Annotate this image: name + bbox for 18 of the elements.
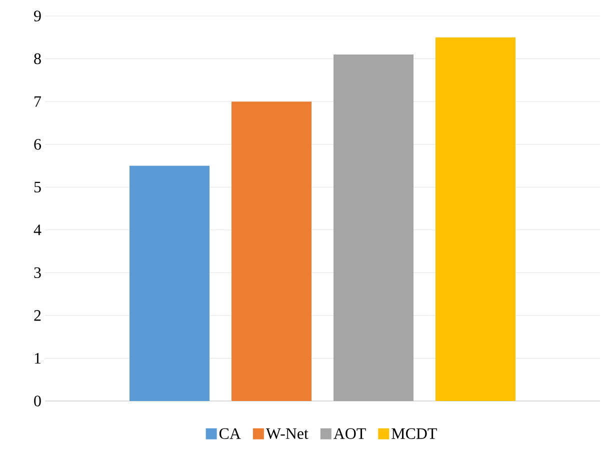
- legend-label: W-Net: [266, 428, 308, 440]
- y-tick-label: 9: [34, 10, 41, 22]
- bar: [130, 166, 210, 401]
- y-tick-label: 2: [34, 310, 41, 321]
- y-tick-label: 0: [34, 396, 41, 406]
- y-tick-label: 3: [34, 267, 41, 278]
- y-tick-label: 8: [34, 53, 41, 64]
- bar: [334, 54, 414, 401]
- y-tick-label: 1: [34, 352, 41, 364]
- legend-label: MCDT: [392, 428, 437, 439]
- legend-label: CA: [219, 428, 241, 439]
- bar: [232, 102, 312, 401]
- bar: [436, 37, 516, 401]
- y-tick-label: 6: [34, 138, 42, 150]
- y-tick-label: 5: [34, 182, 41, 192]
- legend-label: AOT: [334, 428, 366, 439]
- y-tick-label: 4: [34, 224, 42, 236]
- y-tick-label: 7: [34, 96, 42, 107]
